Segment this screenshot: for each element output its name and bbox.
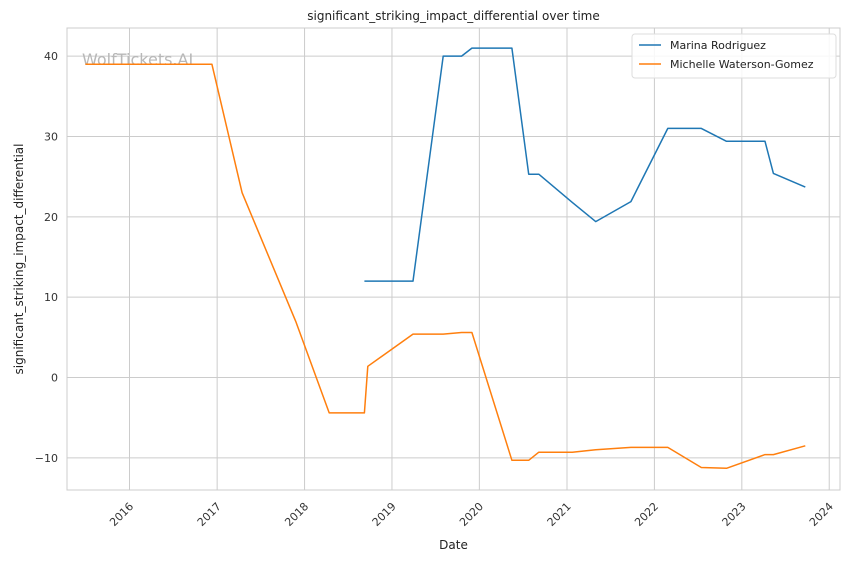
grid-lines — [67, 28, 840, 490]
legend-box — [631, 33, 837, 79]
y-tick-label: 10 — [44, 291, 58, 304]
x-axis-title: Date — [439, 538, 468, 552]
y-tick-label: 20 — [44, 211, 58, 224]
y-axis-ticks: −10 0 10 20 30 40 — [35, 50, 58, 465]
plot-frame — [66, 27, 841, 491]
watermark-text: WolfTickets.AI — [82, 50, 193, 69]
y-tick-label: 30 — [44, 130, 58, 143]
series-line-2 — [85, 63, 806, 470]
y-tick-label: 0 — [51, 372, 58, 385]
y-tick-label: −10 — [35, 452, 58, 465]
chart-title: significant_striking_impact_differential… — [307, 9, 599, 23]
y-tick-label: 40 — [44, 50, 58, 63]
legend-label: Michelle Waterson-Gomez — [670, 58, 814, 71]
series-line-1 — [364, 47, 806, 282]
series-layer — [85, 47, 806, 470]
legend: Marina Rodriguez Michelle Waterson-Gomez — [631, 33, 837, 79]
y-axis-title: significant_striking_impact_differential — [12, 144, 26, 375]
legend-label: Marina Rodriguez — [670, 39, 766, 52]
